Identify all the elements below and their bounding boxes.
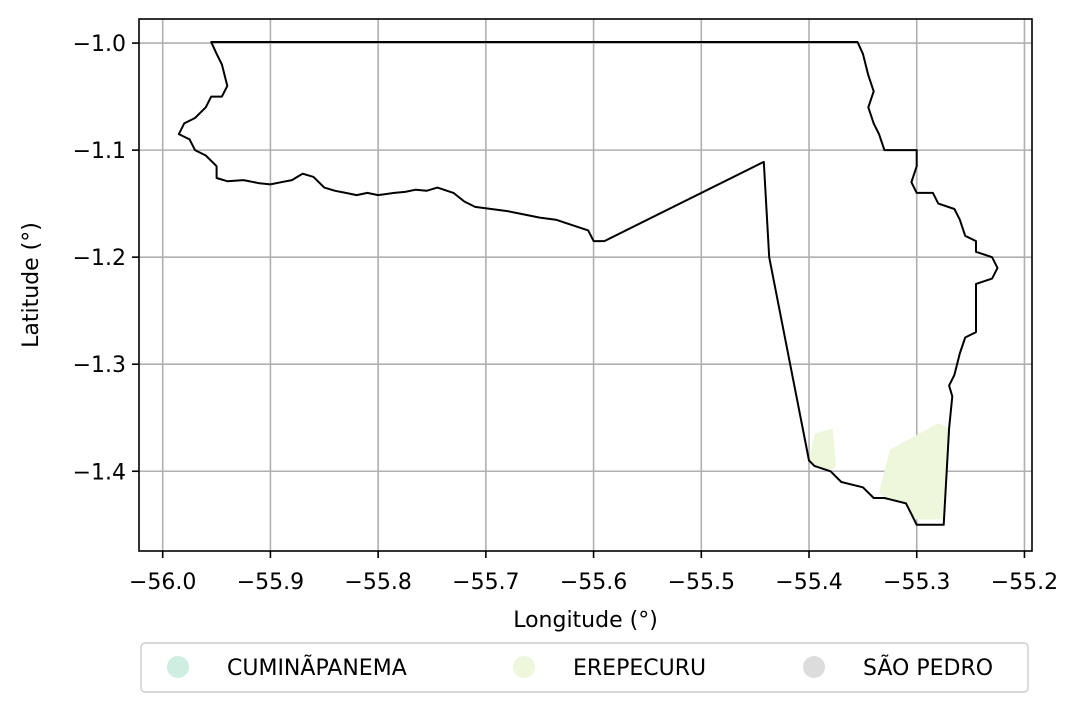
y-tick-label: −1.0	[73, 32, 126, 57]
y-axis-ticks: −1.0 −1.1 −1.2 −1.3 −1.4	[73, 32, 139, 485]
legend: CUMINÃPANEMA EREPECURU SÃO PEDRO	[140, 642, 1029, 693]
x-axis-label: Longitude (°)	[513, 608, 658, 633]
erepecuru-patch	[879, 423, 950, 520]
erepecuru-region	[809, 423, 950, 520]
legend-marker-erepecuru	[513, 656, 535, 678]
y-tick-label: −1.4	[73, 460, 126, 485]
legend-label-cuminapanema: CUMINÃPANEMA	[227, 654, 407, 681]
x-tick-label: −55.9	[237, 570, 304, 595]
legend-label-erepecuru: EREPECURU	[573, 656, 706, 681]
legend-marker-cuminapanema	[167, 656, 189, 678]
plot-frame	[138, 18, 1033, 552]
legend-frame	[140, 642, 1029, 693]
study-area-boundary	[177, 41, 999, 526]
legend-label-sao-pedro: SÃO PEDRO	[863, 654, 993, 681]
x-tick-label: −55.7	[452, 570, 519, 595]
y-tick-label: −1.3	[73, 353, 126, 378]
x-tick-label: −55.3	[883, 570, 950, 595]
x-tick-label: −55.5	[668, 570, 735, 595]
x-tick-label: −55.2	[991, 570, 1058, 595]
erepecuru-patch	[809, 428, 836, 472]
legend-marker-sao-pedro	[803, 656, 825, 678]
y-tick-label: −1.1	[73, 139, 126, 164]
x-tick-label: −55.4	[775, 570, 842, 595]
x-tick-label: −55.6	[560, 570, 627, 595]
x-tick-label: −56.0	[129, 570, 196, 595]
x-axis-ticks: −56.0 −55.9 −55.8 −55.7 −55.6 −55.5 −55.4 −55.3…	[129, 551, 1058, 595]
grid-lines	[139, 19, 1032, 551]
x-tick-label: −55.8	[344, 570, 411, 595]
y-tick-label: −1.2	[73, 246, 126, 271]
y-axis-label: Latitude (°)	[19, 222, 44, 348]
